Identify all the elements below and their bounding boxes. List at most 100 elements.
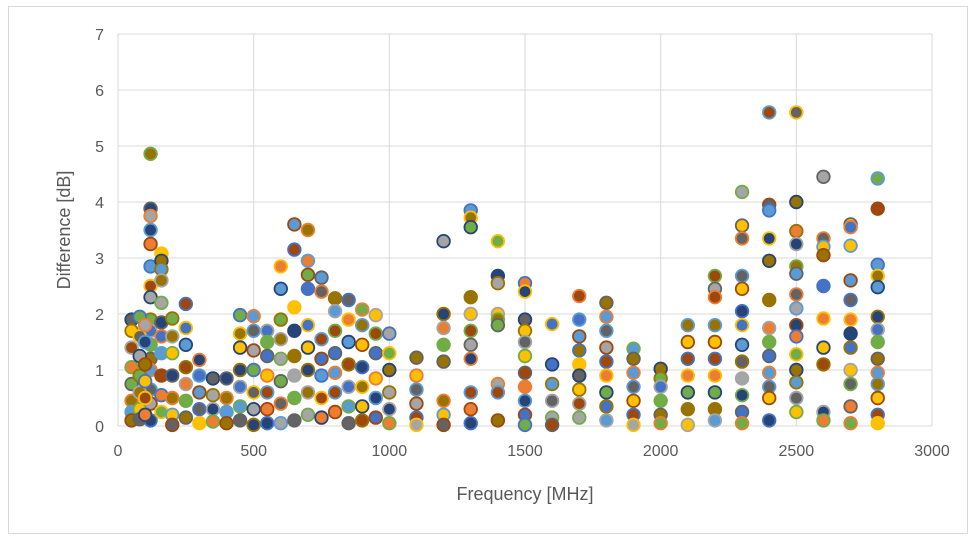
data-point xyxy=(165,417,180,433)
data-point xyxy=(260,402,275,417)
data-point xyxy=(382,385,397,400)
data-point xyxy=(843,292,858,308)
data-point xyxy=(124,340,139,355)
data-point xyxy=(355,399,370,414)
data-point xyxy=(843,238,858,253)
data-point xyxy=(789,390,804,406)
y-tick-label: 4 xyxy=(95,195,104,212)
data-point xyxy=(599,309,614,325)
data-point xyxy=(734,416,750,431)
data-point xyxy=(626,379,641,395)
data-point xyxy=(382,402,397,417)
data-point xyxy=(143,236,158,252)
data-point xyxy=(192,368,207,383)
data-point xyxy=(762,105,777,120)
data-point xyxy=(436,393,451,409)
data-point xyxy=(205,402,221,417)
data-point xyxy=(843,312,858,327)
data-point xyxy=(219,390,234,406)
data-point xyxy=(178,337,194,353)
data-point xyxy=(300,362,316,378)
data-point xyxy=(870,351,885,367)
data-point xyxy=(436,354,451,369)
data-point xyxy=(463,323,478,339)
data-point xyxy=(707,318,723,333)
data-point xyxy=(653,393,668,409)
data-point xyxy=(273,281,289,297)
data-point xyxy=(368,390,383,406)
data-point xyxy=(517,348,533,364)
data-point xyxy=(368,371,383,386)
data-point xyxy=(287,300,302,315)
data-point xyxy=(124,376,139,392)
data-point xyxy=(314,410,329,425)
data-point xyxy=(260,348,275,364)
data-point xyxy=(246,385,261,400)
data-point xyxy=(287,368,302,383)
y-tick-label: 3 xyxy=(95,251,104,268)
data-point xyxy=(734,231,750,246)
data-point xyxy=(355,379,370,395)
data-point xyxy=(572,288,587,304)
data-point xyxy=(816,278,831,294)
data-point xyxy=(273,351,289,367)
data-point xyxy=(314,284,329,299)
data-point xyxy=(762,292,777,308)
y-tick-label: 1 xyxy=(95,363,104,380)
data-point xyxy=(517,379,533,395)
data-point xyxy=(762,203,777,218)
data-point xyxy=(178,393,194,409)
y-tick-label: 7 xyxy=(95,27,104,44)
data-point xyxy=(789,287,804,302)
data-point xyxy=(143,290,158,305)
data-point xyxy=(653,379,668,395)
data-point xyxy=(341,357,356,372)
data-point xyxy=(626,417,641,433)
data-point xyxy=(762,334,777,350)
data-point xyxy=(463,416,478,431)
data-point xyxy=(143,208,158,224)
x-tick-label: 0 xyxy=(114,443,123,460)
data-point xyxy=(300,253,316,268)
data-point xyxy=(287,348,302,364)
data-point xyxy=(436,233,451,249)
data-point xyxy=(680,334,696,350)
data-point xyxy=(232,340,248,355)
data-point xyxy=(734,388,750,403)
data-point xyxy=(816,357,831,372)
data-point xyxy=(314,270,329,285)
data-point xyxy=(355,302,370,317)
data-point xyxy=(626,351,641,367)
data-point xyxy=(762,413,777,428)
data-point xyxy=(870,309,885,325)
data-point xyxy=(327,291,343,306)
data-point xyxy=(327,365,343,381)
data-point xyxy=(260,368,275,383)
data-point xyxy=(137,334,153,350)
data-point xyxy=(572,382,587,397)
data-point xyxy=(789,105,804,120)
data-point xyxy=(192,352,207,368)
data-point xyxy=(544,417,560,433)
data-point xyxy=(287,242,302,257)
data-point xyxy=(246,343,261,358)
data-point xyxy=(341,312,356,327)
data-point xyxy=(680,402,696,417)
data-point xyxy=(273,374,289,389)
data-point xyxy=(680,368,696,383)
data-point xyxy=(544,376,560,392)
data-point xyxy=(599,413,614,428)
data-point xyxy=(599,385,614,400)
data-point xyxy=(314,332,329,347)
data-point xyxy=(205,414,221,429)
data-point xyxy=(232,413,248,428)
data-point xyxy=(260,334,275,350)
data-point xyxy=(734,268,750,284)
data-point xyxy=(816,340,831,355)
data-point xyxy=(816,413,831,428)
data-point xyxy=(870,334,885,350)
data-point xyxy=(517,393,533,409)
data-point xyxy=(572,410,587,425)
data-point xyxy=(246,309,261,324)
